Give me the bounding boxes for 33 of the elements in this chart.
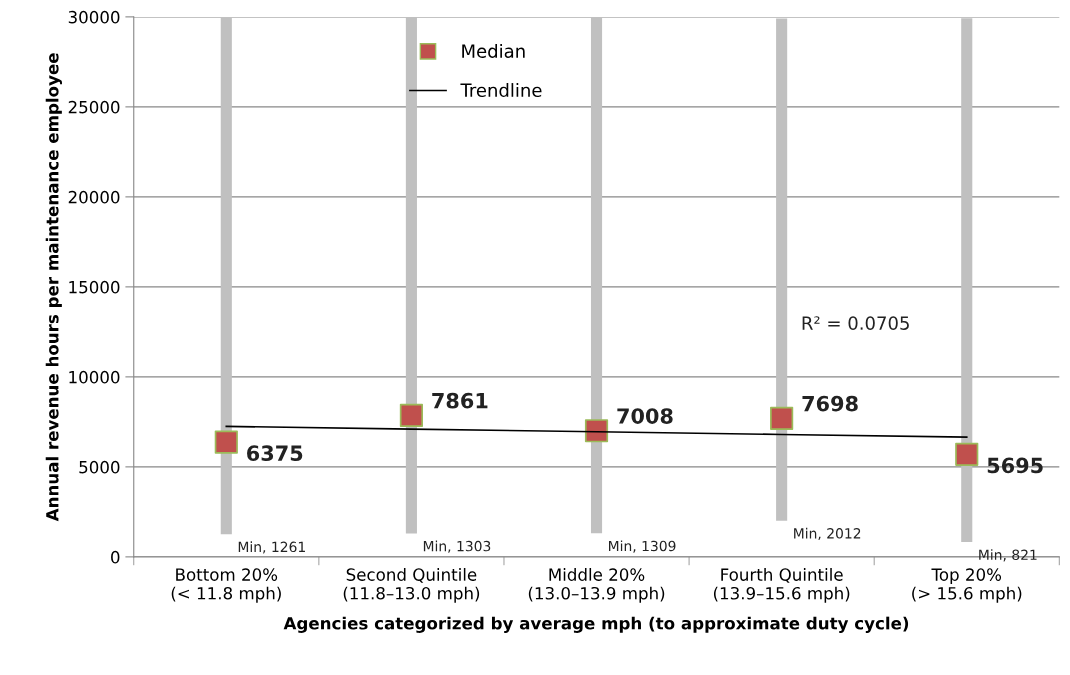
annotation: Min, 2012 [794,527,861,540]
y-tick-label: 30000 [68,10,120,24]
x-tick-label: Fourth Quintile (13.9–15.6 mph) [713,567,850,603]
annotation: Min, 1261 [238,541,305,554]
point [584,419,609,443]
y-tick-label: 0 [111,550,120,564]
annotation: Min, 1309 [609,540,676,553]
annotation: R² = 0.0705 [802,316,909,330]
legend-label: Median [462,43,525,58]
data-label: 5695 [987,457,1043,474]
annotation: Min, 1303 [423,540,491,553]
x-tick-label: Top 20% (> 15.6 mph) [912,568,1022,603]
x-tick-label: Bottom 20% (< 11.8 mph) [171,568,281,603]
y-tick-label: 5000 [79,460,120,474]
data-label: 6375 [247,445,303,462]
line-series [225,425,968,439]
data-label: 7698 [802,395,858,412]
point [955,442,979,466]
legend-label: Trendline [460,83,542,98]
data-label: 7861 [432,392,488,409]
x-axis-title: Agencies categorized by average mph (to approximate duty cycle) [283,616,909,633]
annotation: Min, 821 [979,549,1037,562]
data-label: 7008 [617,408,673,424]
y-axis-title: Annual revenue hours per maintenance employee [45,53,62,522]
point [770,406,794,430]
y-tick-label: 25000 [68,100,120,114]
x-tick-label: Second Quintile (11.8–13.0 mph) [343,567,480,603]
y-tick-label: 10000 [69,370,120,384]
x-tick-label: Middle 20% (13.0–13.9 mph) [528,567,665,603]
point [399,403,424,427]
y-tick-label: 20000 [68,190,120,204]
y-tick-label: 15000 [69,280,120,294]
point [214,430,238,454]
